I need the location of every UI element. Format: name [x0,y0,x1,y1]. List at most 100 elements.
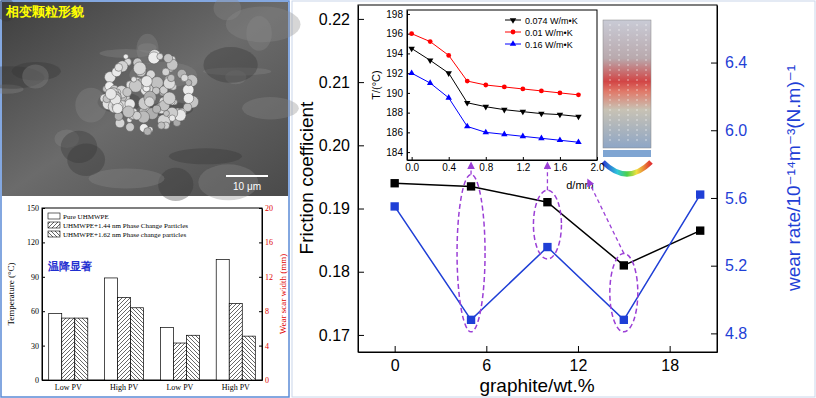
tick: 8 [259,307,269,316]
axis-line [717,6,718,353]
marker [538,112,544,118]
photo-particle [181,74,188,81]
tick-mark [711,266,717,267]
photo-particle [167,74,174,81]
tick-mark [407,93,410,94]
tick-mark [358,19,364,20]
marker [576,92,581,97]
plot-data [408,31,581,144]
photo-particle [126,123,135,132]
annotations [457,163,638,332]
marker [501,108,507,114]
photo-particle [183,103,192,112]
series-line [412,73,579,142]
legend-label: UHMWPE+1.44 nm Phase Change Particles [63,222,188,230]
photo-texture [61,131,97,163]
tick-label: 20 [265,204,273,213]
marker [390,179,398,187]
marker [483,83,488,88]
bar [49,313,62,380]
bar-chart: Low PVHigh PVLow PVHigh PV03060901201500… [6,204,288,392]
tick-mark [578,346,579,352]
marker [467,316,475,324]
photo-title: 相变颗粒形貌 [5,4,85,19]
marker [467,182,475,190]
tick-mark [42,311,45,312]
tick-mark [358,209,364,210]
marker [520,87,525,92]
marker [502,85,507,90]
bar [186,335,199,380]
legend-swatch [48,222,60,228]
photo-particle [133,62,146,75]
marker [543,243,551,251]
tick-label: 5.6 [725,190,747,207]
tick: 120 [27,238,45,247]
tick-label: 0.22 [319,11,350,28]
panel-border [1,1,289,397]
tick-mark [407,152,410,153]
marker [696,190,704,198]
tick-mark [42,380,45,381]
tick-label: 0 [35,376,39,385]
photo-particle [145,97,155,107]
plot-frame [407,10,597,160]
tick-label: 0.4 [442,162,456,173]
simulation-band [603,162,651,174]
tick-label: 186 [386,127,403,138]
photo-texture [242,97,299,119]
axis-line [42,209,43,381]
tick-label: 0.18 [319,263,350,280]
tick-mark [711,198,717,199]
photo-particle [105,88,116,99]
bar [75,318,88,380]
tick-mark [407,53,410,54]
marker [483,129,489,135]
legend: Pure UHMWPEUHMWPE+1.44 nm Phase Change P… [48,213,188,239]
x-axis: 0.00.40.81.21.62.0 [405,157,605,173]
marker [620,316,628,324]
line-chart: 0.00.40.81.21.62.01841861881901921941961… [370,9,605,191]
tick: 0.17 [319,327,364,344]
marker [427,79,433,85]
tick-label: 18 [661,357,679,374]
series-line [395,183,701,265]
marker [520,133,526,139]
tick-label: 0 [265,376,269,385]
tick: High PV [110,380,138,392]
marker [501,131,507,137]
tick: 1.2 [516,157,530,173]
sem-photo: 相变颗粒形貌 10 μm [0,0,301,201]
tick: 12 [259,273,273,282]
photo-particle [144,128,152,136]
photo-particle [123,88,132,97]
scale-bar-label: 10 μm [233,181,261,192]
axis-line [359,352,718,353]
y-axis: 184186188190192194196198 [386,9,410,161]
legend-label: 0.16 W/m•K [525,40,573,50]
tick-mark [358,82,364,83]
simulation-streak [637,24,638,144]
tick: 196 [386,28,410,39]
tick-label: 12 [570,357,588,374]
photo-particle [163,110,169,116]
tick: 6.4 [711,54,747,71]
marker [483,105,489,111]
tick-label: 90 [31,273,39,282]
tick-mark [42,242,45,243]
plot-data [49,260,256,380]
axis-line [358,6,359,353]
marker [575,115,581,121]
tick-label: 0.0 [405,162,419,173]
bar [62,318,75,380]
tick-label: 150 [27,204,39,213]
x-axis: 061218 [359,346,718,374]
tick-mark [42,277,45,278]
tick-label: 8 [265,307,269,316]
tick: 6.0 [711,122,747,139]
tick: 4.8 [711,325,747,342]
tick-label: 60 [31,307,39,316]
tick-label: 198 [386,9,403,20]
marker [557,137,563,143]
tick-label: 16 [265,238,273,247]
